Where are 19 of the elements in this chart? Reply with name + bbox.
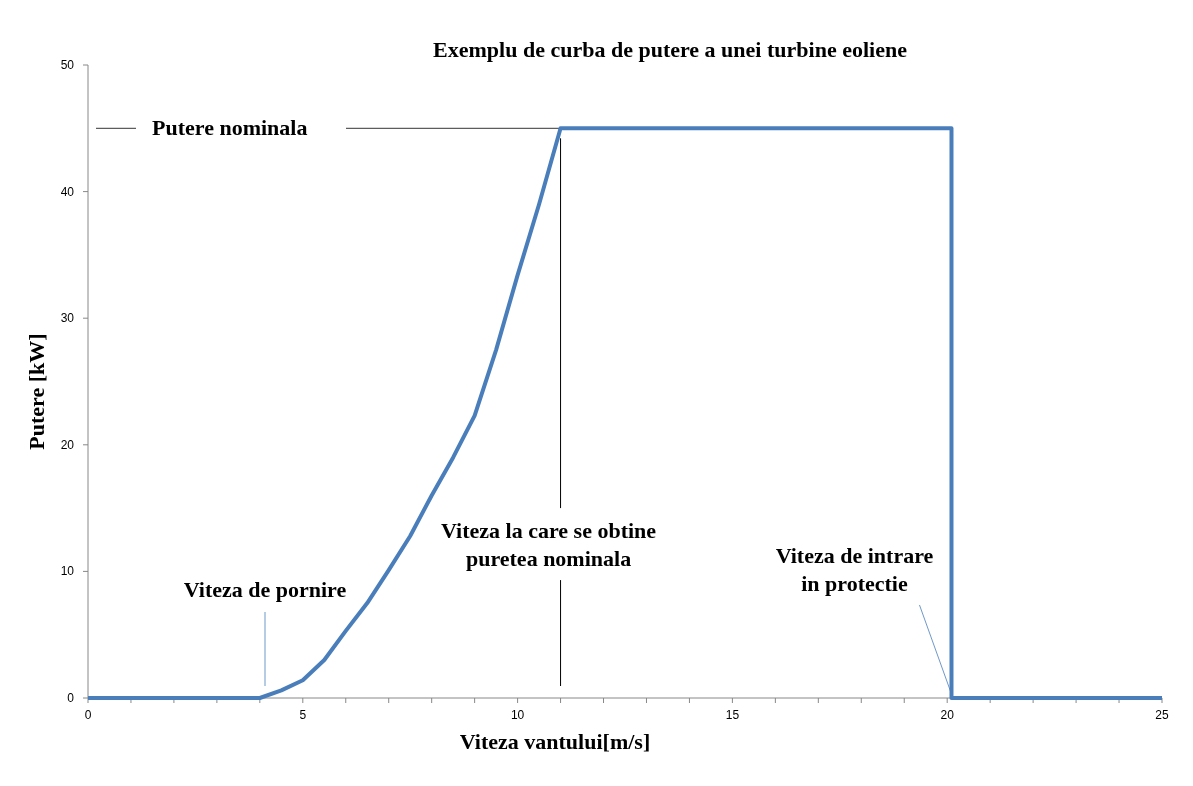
- y-axis-title: Putere [kW]: [24, 333, 49, 450]
- y-tick-label: 50: [60, 58, 75, 72]
- y-tick-label: 10: [60, 564, 75, 579]
- ref-line-label: Viteza la care se obtine puretea nominala: [441, 518, 657, 572]
- x-tick-label: 25: [1155, 708, 1169, 722]
- chart-title: Exemplu de curba de putere a unei turbine eoliene: [433, 37, 908, 62]
- ref-line-label: Putere nominala: [152, 115, 308, 141]
- x-tick-label: 10: [510, 708, 525, 722]
- y-tick-label: 20: [60, 437, 75, 452]
- x-tick-label: 5: [299, 708, 307, 722]
- y-tick-label: 0: [67, 691, 75, 705]
- x-tick-label: 15: [725, 708, 740, 722]
- y-tick-label: 40: [60, 184, 75, 199]
- annotation: Viteza de pornire: [183, 577, 347, 602]
- x-tick-label: 20: [940, 708, 955, 722]
- y-tick-label: 30: [60, 311, 75, 326]
- annotation: Viteza de intrare in protectie: [775, 543, 934, 596]
- x-axis-title: Viteza vantului[m/s]: [459, 729, 651, 754]
- x-tick-label: 0: [84, 708, 92, 722]
